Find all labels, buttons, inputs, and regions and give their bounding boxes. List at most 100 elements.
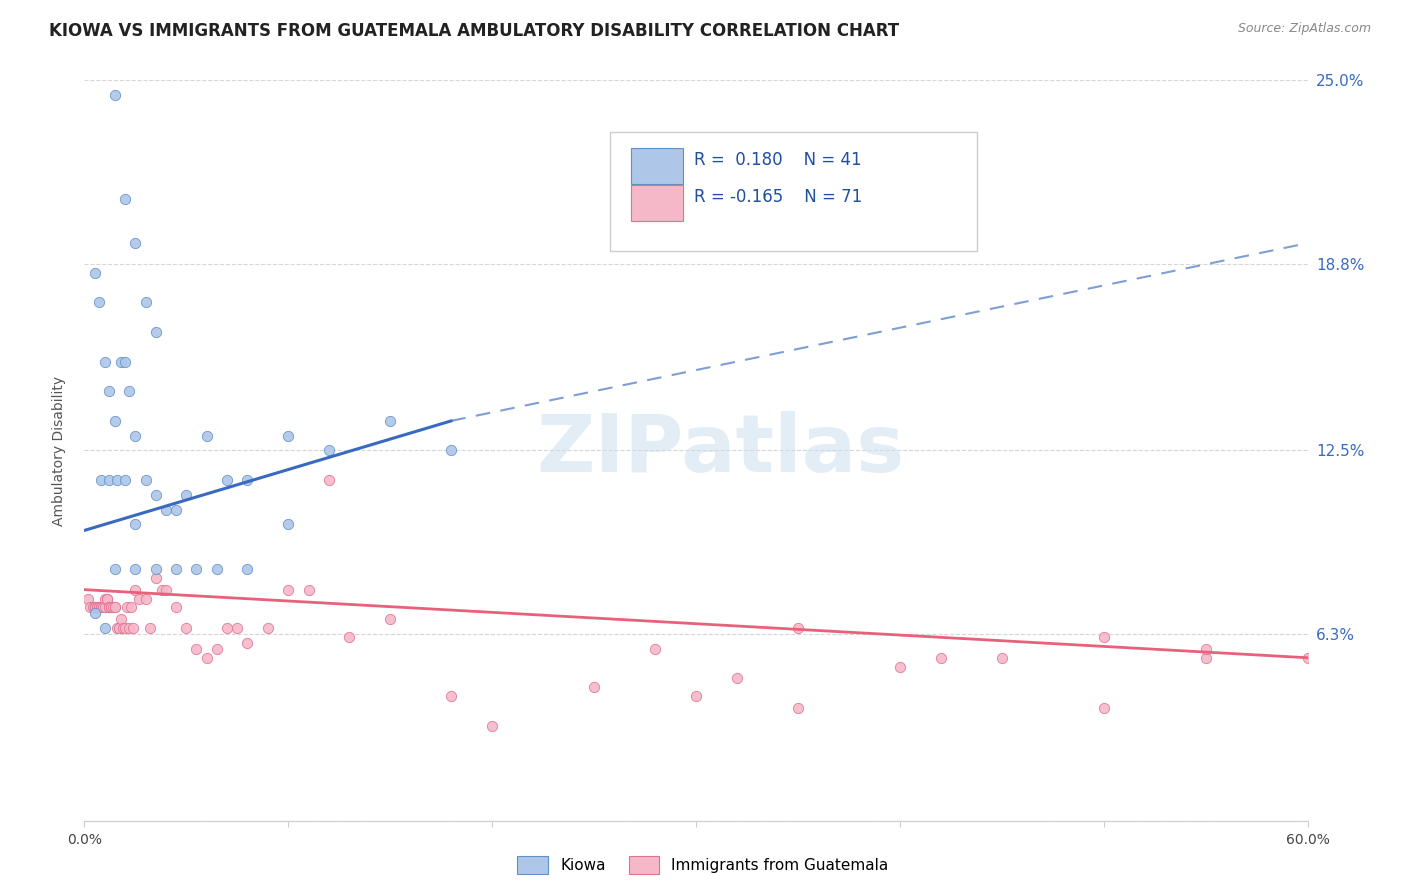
Point <box>318 443 340 458</box>
FancyBboxPatch shape <box>610 132 977 251</box>
Point <box>96 591 118 606</box>
Point <box>725 672 748 686</box>
Point <box>124 428 146 442</box>
Point <box>298 582 321 597</box>
Legend: Kiowa, Immigrants from Guatemala: Kiowa, Immigrants from Guatemala <box>512 850 894 880</box>
Text: KIOWA VS IMMIGRANTS FROM GUATEMALA AMBULATORY DISABILITY CORRELATION CHART: KIOWA VS IMMIGRANTS FROM GUATEMALA AMBUL… <box>49 22 900 40</box>
Point <box>93 354 115 368</box>
Point <box>83 600 105 615</box>
Point <box>87 600 110 615</box>
Point <box>100 600 122 615</box>
Point <box>583 681 606 695</box>
Point <box>90 600 112 615</box>
Point <box>97 384 120 399</box>
Point <box>217 473 239 487</box>
Point <box>110 612 132 626</box>
Text: R = -0.165    N = 71: R = -0.165 N = 71 <box>693 188 862 206</box>
Point <box>380 414 402 428</box>
Point <box>114 192 136 206</box>
Point <box>205 641 228 656</box>
Point <box>380 612 402 626</box>
Point <box>277 428 299 442</box>
Point <box>174 621 197 635</box>
Point <box>1195 641 1218 656</box>
Point <box>787 701 810 715</box>
Point <box>91 600 114 615</box>
Point <box>104 600 127 615</box>
Point <box>155 582 177 597</box>
Point <box>122 621 145 635</box>
Point <box>83 600 105 615</box>
Point <box>991 650 1014 665</box>
Point <box>339 630 361 644</box>
Point <box>91 600 114 615</box>
Point <box>104 600 127 615</box>
Point <box>889 659 911 673</box>
Point <box>440 443 463 458</box>
Point <box>124 562 146 576</box>
Point <box>120 600 142 615</box>
Point <box>195 650 218 665</box>
Point <box>135 295 157 310</box>
Point <box>186 562 208 576</box>
Point <box>205 562 228 576</box>
Point <box>1195 650 1218 665</box>
Point <box>83 600 105 615</box>
Point <box>114 621 136 635</box>
Point <box>644 641 666 656</box>
Point <box>929 650 952 665</box>
Point <box>87 600 110 615</box>
Point <box>83 266 105 280</box>
Point <box>277 582 299 597</box>
Point <box>105 473 128 487</box>
Point <box>236 562 259 576</box>
Point <box>86 600 108 615</box>
Point <box>236 636 259 650</box>
Point <box>93 621 115 635</box>
Text: R =  0.180    N = 41: R = 0.180 N = 41 <box>693 152 860 169</box>
Point <box>104 414 127 428</box>
Point <box>318 473 340 487</box>
Point <box>90 473 112 487</box>
Point <box>145 562 167 576</box>
Point <box>108 621 131 635</box>
Point <box>481 719 503 733</box>
Point <box>112 621 135 635</box>
Point <box>1092 630 1115 644</box>
Point <box>97 473 120 487</box>
Point <box>186 641 208 656</box>
Point <box>685 690 707 704</box>
Point <box>165 562 187 576</box>
Point <box>77 591 100 606</box>
Point <box>155 502 177 516</box>
Point <box>124 582 146 597</box>
Point <box>114 473 136 487</box>
Point <box>165 502 187 516</box>
Point <box>83 607 105 621</box>
Point <box>145 325 167 339</box>
Point <box>90 600 112 615</box>
Point <box>93 591 115 606</box>
Point <box>104 562 127 576</box>
Point <box>93 600 115 615</box>
Point <box>97 600 120 615</box>
Point <box>118 621 141 635</box>
Point <box>440 690 463 704</box>
Point <box>118 384 141 399</box>
Point <box>86 600 108 615</box>
FancyBboxPatch shape <box>631 148 682 184</box>
Point <box>115 600 138 615</box>
Point <box>174 488 197 502</box>
Point <box>82 600 104 615</box>
Point <box>101 600 124 615</box>
Text: ZIPatlas: ZIPatlas <box>536 411 904 490</box>
Point <box>97 600 120 615</box>
Point <box>145 488 167 502</box>
Y-axis label: Ambulatory Disability: Ambulatory Disability <box>52 376 66 525</box>
Point <box>277 517 299 532</box>
Point <box>124 236 146 251</box>
Point <box>96 591 118 606</box>
Point <box>135 473 157 487</box>
Point <box>105 621 128 635</box>
Point <box>150 582 173 597</box>
